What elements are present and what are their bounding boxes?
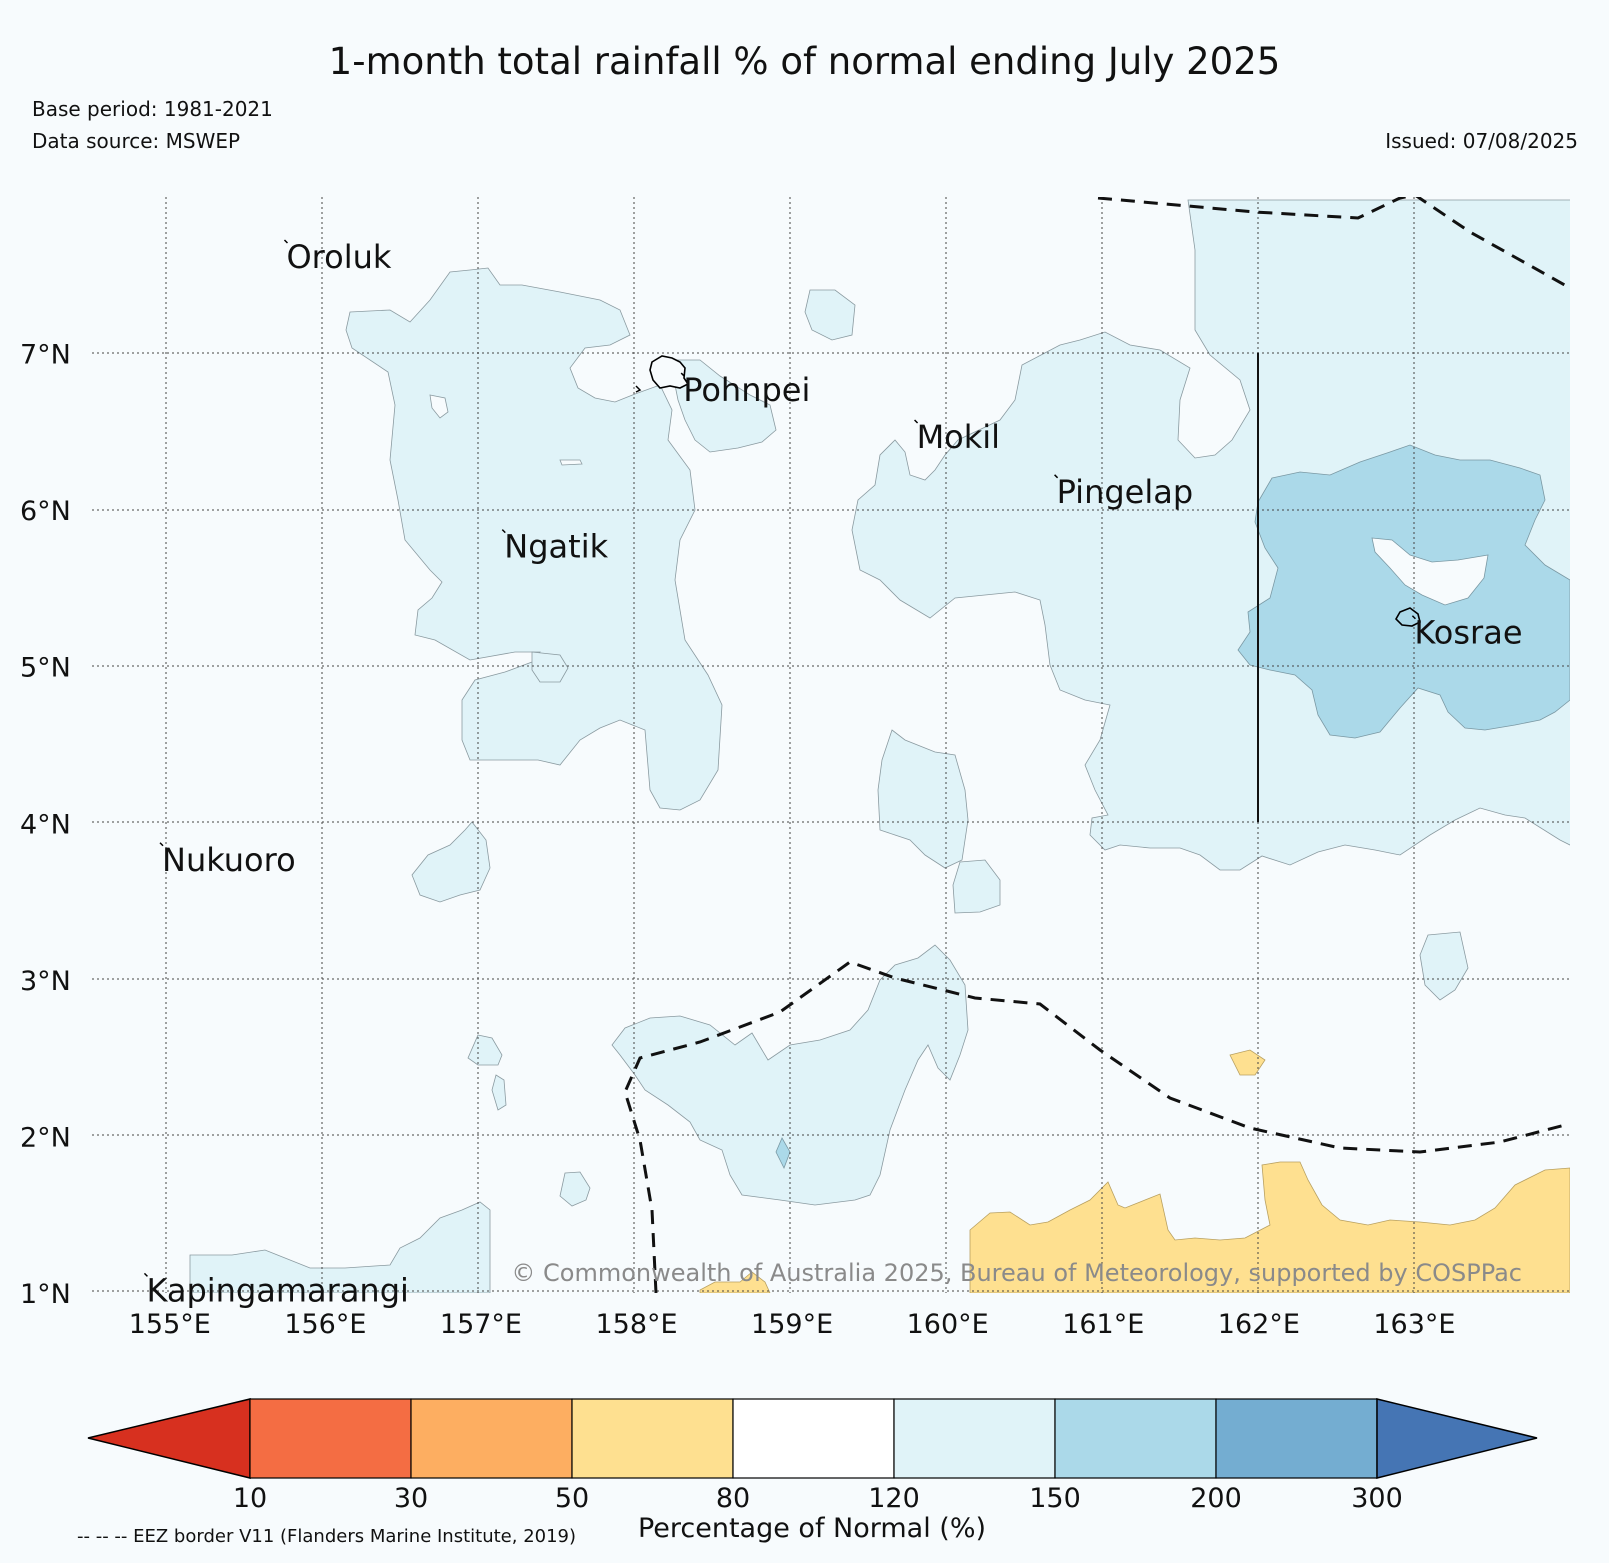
lat-label-3: 3°N — [20, 966, 71, 997]
eez-border-note: -- -- -- EEZ border V11 (Flanders Marine… — [77, 1526, 576, 1547]
place-label-nukuoro: Nukuoro — [162, 841, 296, 879]
place-label-mokil: Mokil — [917, 418, 1001, 456]
region-east-small — [1419, 931, 1469, 1001]
base-period-text: Base period: 1981-2021 — [32, 97, 273, 121]
colorbar-cell-150-200 — [1054, 1398, 1217, 1479]
region-hole-3 — [531, 651, 569, 683]
pohnpei-islet-outline — [635, 385, 642, 393]
place-marker-kosrae — [1411, 615, 1416, 620]
place-label-pohnpei: Pohnpei — [683, 371, 810, 409]
place-label-ngatik: Ngatik — [504, 528, 608, 566]
place-label-pingelap: Pingelap — [1057, 473, 1194, 511]
colorbar-cell-120-150 — [893, 1398, 1056, 1479]
eez-borders — [623, 197, 1570, 1293]
map-gridlines — [92, 197, 1570, 1293]
colorbar-label-150: 150 — [1029, 1483, 1081, 1514]
rainfall-150-200-regions — [775, 444, 1570, 1169]
region-southwest — [189, 1201, 491, 1293]
lon-label-163: 163°E — [1373, 1309, 1455, 1340]
colorbar-label-80: 80 — [716, 1483, 750, 1514]
lat-label-5: 5°N — [20, 653, 71, 684]
region-west-small-3 — [491, 1074, 507, 1111]
lon-label-158: 158°E — [595, 1309, 677, 1340]
longitude-labels: 155°E 156°E 157°E 158°E 159°E 160°E 161°E 162°E… — [129, 1309, 1456, 1340]
place-marker-oroluk — [283, 239, 289, 244]
colorbar-cell-50-80 — [571, 1398, 734, 1479]
place-label-oroluk: Oroluk — [286, 238, 391, 276]
colorbar-label-120: 120 — [868, 1483, 920, 1514]
colorbar-cell-200-300 — [1215, 1398, 1378, 1479]
copyright-text: © Commonwealth of Australia 2025, Bureau… — [511, 1259, 1522, 1287]
region-hole-2 — [559, 459, 583, 466]
colorbar-label-10: 10 — [233, 1483, 267, 1514]
region-center-south-2 — [952, 859, 1001, 914]
place-marker-pingelap — [1054, 474, 1059, 479]
place-marker-nukuoro — [159, 842, 164, 847]
colorbar-label-300: 300 — [1351, 1483, 1403, 1514]
region-kosrae — [1237, 444, 1570, 739]
place-label-kapingamarangi: Kapingamarangi — [146, 1271, 408, 1309]
region-small-diamond — [775, 1137, 791, 1169]
colorbar: 10 30 50 80 120 150 200 300 Percentage of Norma… — [87, 1398, 1538, 1544]
place-label-kosrae: Kosrae — [1414, 614, 1522, 652]
issued-date-text: Issued: 07/08/2025 — [1385, 129, 1578, 153]
latitude-labels: 7°N 6°N 5°N 4°N 3°N 2°N 1°N — [20, 340, 71, 1310]
colorbar-extend-high — [1376, 1398, 1538, 1479]
region-south-central — [611, 944, 969, 1206]
lon-label-155: 155°E — [129, 1309, 211, 1340]
lat-label-7: 7°N — [20, 340, 71, 371]
lon-label-160: 160°E — [907, 1309, 989, 1340]
region-west-small-2 — [467, 1034, 503, 1066]
map-title: 1-month total rainfall % of normal endin… — [328, 40, 1281, 83]
lon-label-159: 159°E — [751, 1309, 833, 1340]
colorbar-cells — [87, 1398, 1538, 1479]
place-marker-ngatik — [501, 529, 506, 534]
lon-label-162: 162°E — [1218, 1309, 1300, 1340]
colorbar-label-200: 200 — [1190, 1483, 1242, 1514]
lat-label-6: 6°N — [20, 496, 71, 527]
lat-label-2: 2°N — [20, 1122, 71, 1153]
colorbar-cell-80-120 — [732, 1398, 895, 1479]
place-marker-pohnpei — [680, 372, 685, 377]
pohnpei-island-outline — [649, 355, 690, 389]
region-west-small-1 — [411, 821, 491, 903]
lon-label-157: 157°E — [440, 1309, 522, 1340]
colorbar-title: Percentage of Normal (%) — [638, 1513, 986, 1544]
eez-border-north — [1097, 197, 1570, 290]
colorbar-label-50: 50 — [555, 1483, 589, 1514]
colorbar-label-30: 30 — [394, 1483, 428, 1514]
eez-border-south — [623, 960, 1566, 1293]
rainfall-50-80-regions — [699, 1049, 1570, 1293]
region-kosrae-hole — [1371, 537, 1489, 606]
colorbar-extend-low — [87, 1398, 251, 1479]
place-labels: Oroluk Pohnpei Mokil Pingelap Ngatik Kosrae Nu… — [143, 238, 1523, 1309]
region-yellow-small-east — [1229, 1049, 1266, 1076]
region-pohnpei-east — [669, 359, 777, 453]
kosrae-island-outline — [1395, 607, 1421, 627]
lat-label-1: 1°N — [20, 1279, 71, 1310]
region-west-small-4 — [559, 1171, 591, 1207]
lat-label-4: 4°N — [20, 809, 71, 840]
map-plot-area — [92, 197, 1570, 1293]
place-marker-mokil — [914, 419, 919, 424]
place-marker-kapingamarangi — [143, 1272, 148, 1277]
colorbar-labels: 10 30 50 80 120 150 200 300 — [233, 1483, 1403, 1514]
region-yellow-south — [969, 1161, 1570, 1293]
region-hole-1 — [429, 394, 449, 419]
lon-label-161: 161°E — [1062, 1309, 1144, 1340]
colorbar-cell-30-50 — [410, 1398, 573, 1479]
region-small-north — [804, 289, 856, 341]
lon-label-156: 156°E — [284, 1309, 366, 1340]
colorbar-cell-10-30 — [249, 1398, 412, 1479]
region-yellow-small-south — [699, 1271, 771, 1293]
data-source-text: Data source: MSWEP — [32, 129, 241, 153]
